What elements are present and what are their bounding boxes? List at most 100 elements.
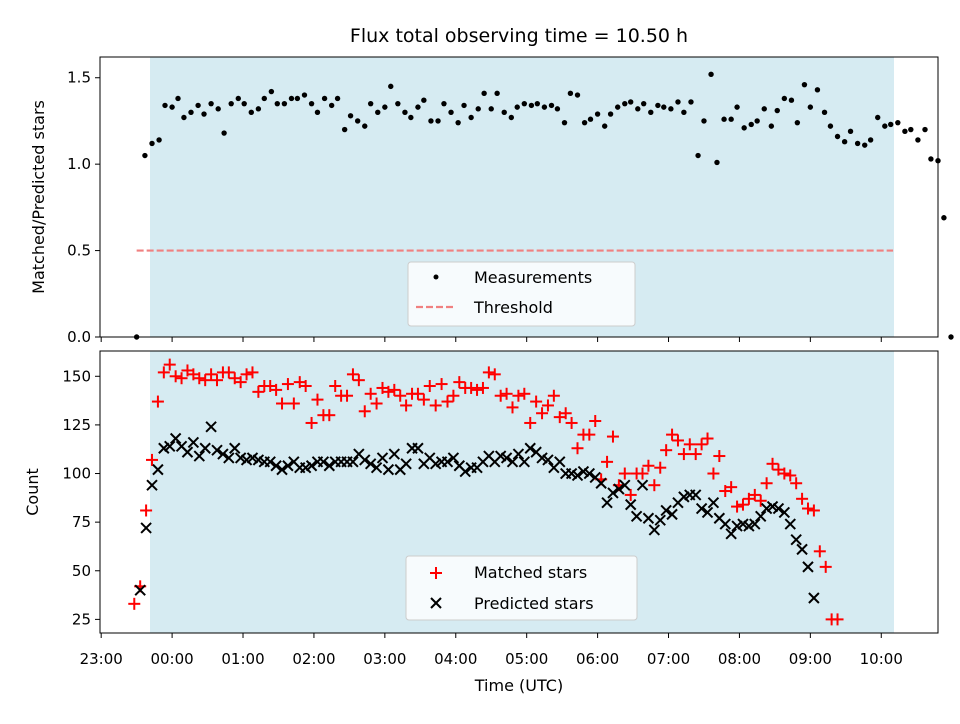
measurement-point <box>268 88 275 95</box>
predicted-star-point <box>211 444 223 456</box>
measurement-point <box>461 102 467 109</box>
bottom-y-ticks: 25 50 75 100 125 150 <box>62 367 100 628</box>
matched-star-point <box>193 372 206 385</box>
matched-star-point <box>370 397 383 410</box>
measurement-point <box>581 119 588 126</box>
matched-star-point <box>151 395 164 408</box>
matched-star-point <box>801 502 814 515</box>
predicted-star-point <box>784 518 796 530</box>
measurement-point <box>748 121 754 128</box>
measurement-point <box>701 118 707 124</box>
x-tick-label: 02:00 <box>292 650 335 668</box>
matched-star-point <box>506 401 519 414</box>
matched-star-point <box>358 405 371 418</box>
measurement-point <box>721 116 727 122</box>
predicted-star-point <box>317 456 330 468</box>
matched-star-point <box>731 500 744 513</box>
top-x-ticks <box>100 337 882 342</box>
predicted-star-point <box>796 543 808 556</box>
matched-star-point <box>417 393 430 406</box>
predicted-star-point <box>364 458 377 470</box>
measurement-point <box>169 104 175 110</box>
measurement-point <box>594 111 601 117</box>
measurement-point <box>640 100 647 107</box>
matched-star-point <box>606 430 619 443</box>
measurement-point <box>688 99 694 105</box>
measurement-point <box>774 107 780 114</box>
predicted-star-point <box>707 496 720 509</box>
measurement-point <box>195 102 201 109</box>
x-tick-label: 05:00 <box>505 650 548 668</box>
predicted-star-point <box>624 498 637 511</box>
predicted-star-point <box>749 518 761 530</box>
matched-star-point <box>205 368 218 381</box>
measurement-point <box>382 104 388 110</box>
y-tick-label: 1.0 <box>67 155 91 173</box>
predicted-star-point <box>636 479 649 491</box>
matched-star-point <box>831 613 844 626</box>
matched-star-point <box>140 504 153 517</box>
measurement-point <box>514 104 520 110</box>
matched-star-point <box>246 366 259 379</box>
measurement-point <box>648 109 654 116</box>
predicted-star-point <box>512 448 525 460</box>
y-tick-label: 125 <box>62 416 91 434</box>
predicted-star-point <box>205 421 217 433</box>
x-tick-label: 10:00 <box>860 650 903 668</box>
predicted-star-point <box>542 454 554 466</box>
measurement-point <box>388 83 394 90</box>
measurement-point <box>554 106 561 112</box>
matched-star-point <box>784 469 797 482</box>
matched-star-point <box>471 383 484 396</box>
measurement-point <box>142 152 148 159</box>
matched-star-point <box>601 455 614 468</box>
measurement-point <box>768 123 775 129</box>
measurement-point <box>661 104 667 110</box>
measurement-point <box>695 152 701 159</box>
matched-star-point <box>695 438 708 451</box>
x-tick-label: 00:00 <box>150 650 193 668</box>
matched-star-point <box>441 395 454 408</box>
y-tick-label: 150 <box>62 367 91 385</box>
measurement-point <box>248 109 254 116</box>
predicted-star-point <box>654 514 666 526</box>
matched-star-point <box>382 385 395 398</box>
measurement-point <box>794 119 801 126</box>
measurement-point <box>501 109 507 116</box>
measurement-point <box>375 109 381 116</box>
matched-star-point <box>465 381 478 394</box>
measurement-point <box>948 334 954 340</box>
predicted-star-point <box>701 506 714 519</box>
predicted-star-point <box>695 502 708 515</box>
predicted-star-point <box>359 454 371 466</box>
bottom-legend-box <box>405 555 638 621</box>
y-tick-label: 0.5 <box>67 242 91 260</box>
matched-star-point <box>725 481 738 494</box>
matched-star-point <box>541 399 554 412</box>
predicted-star-point <box>725 528 737 540</box>
measurement-point <box>441 100 447 107</box>
measurement-point <box>668 106 674 112</box>
measurement-point <box>908 126 914 133</box>
measurement-point <box>162 102 168 109</box>
matched-star-point <box>352 374 365 387</box>
measurement-point <box>728 116 734 122</box>
matched-star-point <box>447 389 460 402</box>
measurement-point <box>481 90 487 96</box>
matched-star-point <box>494 389 507 402</box>
measurement-point <box>875 114 881 121</box>
legend-matched-label: Matched stars <box>474 563 587 582</box>
matched-star-point <box>252 385 265 398</box>
measurement-point <box>614 104 621 110</box>
measurement-point <box>494 90 500 96</box>
measurement-point <box>834 133 841 140</box>
measurement-point <box>448 109 454 116</box>
predicted-star-point <box>607 487 619 499</box>
matched-star-point <box>790 477 803 490</box>
y-tick-label: 0.0 <box>67 328 91 346</box>
measurement-point <box>455 119 461 126</box>
predicted-star-point <box>802 561 814 573</box>
matched-star-point <box>819 560 832 573</box>
predicted-star-point <box>164 440 176 453</box>
predicted-star-point <box>642 512 655 524</box>
